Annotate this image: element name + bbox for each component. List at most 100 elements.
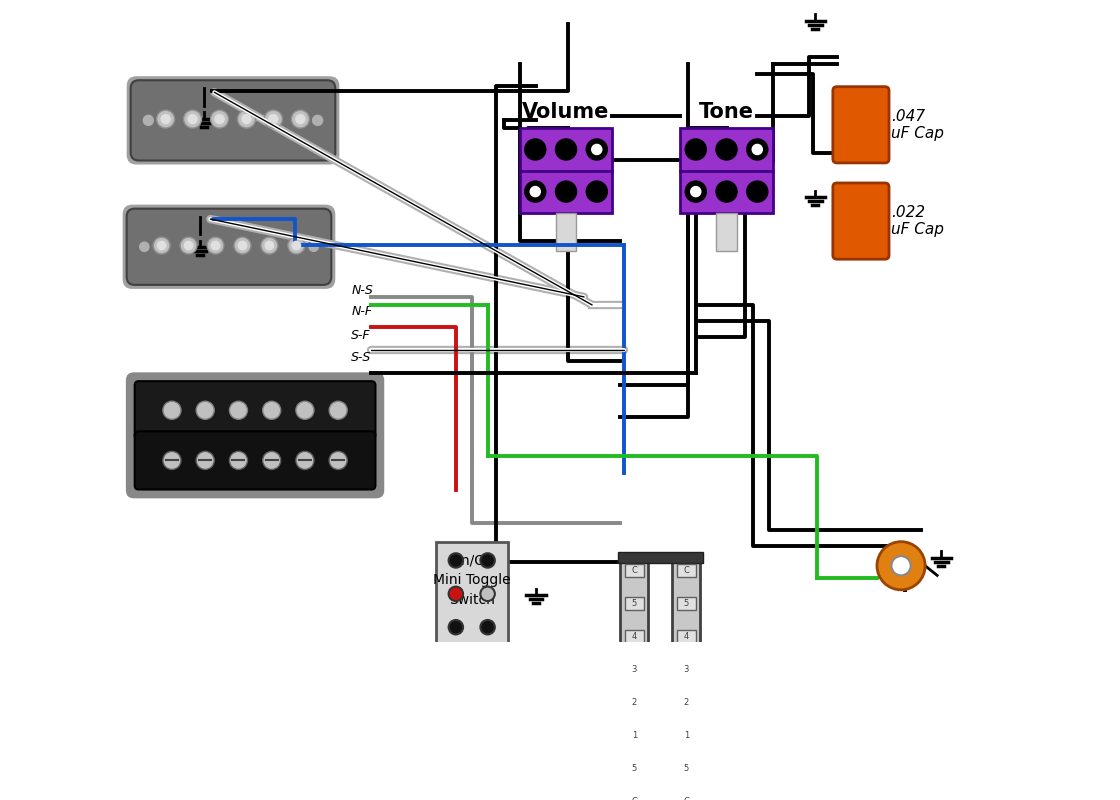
Bar xyxy=(625,564,644,577)
Bar xyxy=(676,597,696,610)
Bar xyxy=(625,630,644,643)
Bar xyxy=(625,762,644,775)
Circle shape xyxy=(142,114,155,126)
Circle shape xyxy=(211,110,228,128)
Circle shape xyxy=(138,241,150,253)
Text: 5: 5 xyxy=(684,599,689,608)
FancyBboxPatch shape xyxy=(131,80,335,161)
Circle shape xyxy=(556,181,577,202)
Bar xyxy=(676,564,696,577)
Text: 4: 4 xyxy=(632,632,637,641)
Circle shape xyxy=(716,181,737,202)
Circle shape xyxy=(234,237,251,254)
Text: 5: 5 xyxy=(684,764,689,774)
Circle shape xyxy=(329,451,347,470)
Circle shape xyxy=(480,586,495,601)
Bar xyxy=(676,795,696,800)
Circle shape xyxy=(153,237,170,254)
Circle shape xyxy=(449,554,463,568)
Text: C: C xyxy=(683,566,689,574)
FancyBboxPatch shape xyxy=(134,381,375,439)
Circle shape xyxy=(265,242,273,250)
Bar xyxy=(625,663,644,676)
Text: 4: 4 xyxy=(684,632,689,641)
Bar xyxy=(625,597,644,610)
Bar xyxy=(436,542,507,646)
FancyBboxPatch shape xyxy=(134,431,375,490)
Circle shape xyxy=(311,114,324,126)
Circle shape xyxy=(212,242,220,250)
Circle shape xyxy=(449,586,463,601)
Circle shape xyxy=(685,181,707,202)
Circle shape xyxy=(158,242,166,250)
Circle shape xyxy=(162,402,181,419)
Circle shape xyxy=(230,402,248,419)
Bar xyxy=(620,554,648,800)
Text: 3: 3 xyxy=(683,665,689,674)
Circle shape xyxy=(180,237,197,254)
FancyBboxPatch shape xyxy=(125,372,384,498)
Circle shape xyxy=(184,110,202,128)
Circle shape xyxy=(188,114,197,123)
FancyBboxPatch shape xyxy=(127,76,339,165)
Circle shape xyxy=(753,145,763,154)
Text: Tone: Tone xyxy=(699,102,754,122)
Circle shape xyxy=(207,237,224,254)
Circle shape xyxy=(196,451,214,470)
Circle shape xyxy=(525,181,545,202)
Circle shape xyxy=(261,237,278,254)
Circle shape xyxy=(161,114,170,123)
Circle shape xyxy=(292,242,300,250)
Bar xyxy=(520,128,613,170)
FancyBboxPatch shape xyxy=(127,209,332,285)
Text: 2: 2 xyxy=(684,698,689,707)
Text: C: C xyxy=(632,798,637,800)
Text: 1: 1 xyxy=(684,731,689,740)
Bar xyxy=(520,170,613,213)
Circle shape xyxy=(329,402,347,419)
Circle shape xyxy=(263,402,281,419)
Circle shape xyxy=(230,451,248,470)
Circle shape xyxy=(264,110,282,128)
Text: 5: 5 xyxy=(632,599,637,608)
Circle shape xyxy=(877,542,925,590)
Circle shape xyxy=(263,451,281,470)
Text: C: C xyxy=(683,798,689,800)
Circle shape xyxy=(296,114,305,123)
Bar xyxy=(618,552,703,563)
Circle shape xyxy=(239,242,246,250)
FancyBboxPatch shape xyxy=(833,86,889,163)
Text: S-S: S-S xyxy=(352,350,372,364)
Text: 5: 5 xyxy=(632,764,637,774)
Text: N-S: N-S xyxy=(352,284,373,297)
Bar xyxy=(717,213,737,250)
Text: N-F: N-F xyxy=(352,305,373,318)
Circle shape xyxy=(449,620,463,634)
Circle shape xyxy=(691,186,701,197)
Circle shape xyxy=(591,145,601,154)
Bar xyxy=(625,730,644,742)
Bar xyxy=(556,213,576,250)
Bar xyxy=(676,630,696,643)
Circle shape xyxy=(480,554,495,568)
Circle shape xyxy=(269,114,278,123)
Bar xyxy=(672,554,700,800)
Circle shape xyxy=(215,114,224,123)
Circle shape xyxy=(892,556,911,575)
Bar xyxy=(625,696,644,709)
Circle shape xyxy=(747,139,768,160)
Circle shape xyxy=(296,451,314,470)
Bar xyxy=(676,696,696,709)
Text: 3: 3 xyxy=(632,665,637,674)
Circle shape xyxy=(586,181,607,202)
Bar xyxy=(676,730,696,742)
Bar xyxy=(680,128,773,170)
Text: S-F: S-F xyxy=(352,329,371,342)
Circle shape xyxy=(196,402,214,419)
Text: 1: 1 xyxy=(632,731,637,740)
Circle shape xyxy=(288,237,305,254)
Bar xyxy=(625,795,644,800)
Circle shape xyxy=(162,451,181,470)
Circle shape xyxy=(308,241,319,253)
Circle shape xyxy=(556,139,577,160)
